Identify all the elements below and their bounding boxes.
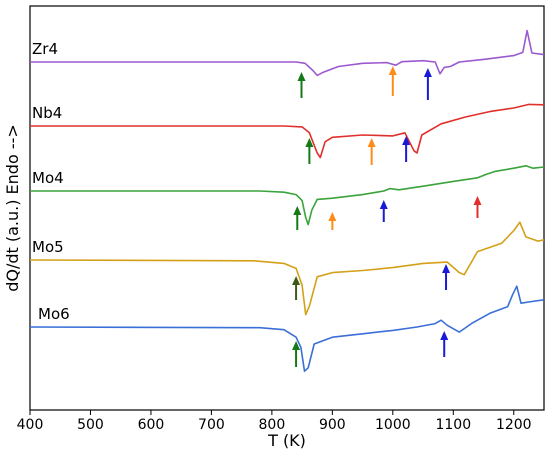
marker-arrow-zr4-1 bbox=[297, 72, 306, 98]
series-label-mo6: Mo6 bbox=[38, 305, 70, 323]
marker-arrow-nb4-1 bbox=[305, 138, 314, 164]
marker-arrow-mo5-1 bbox=[292, 276, 301, 300]
marker-arrow-mo5-2 bbox=[442, 264, 451, 290]
marker-arrow-nb4-2 bbox=[367, 138, 376, 165]
marker-arrow-zr4-3 bbox=[423, 68, 432, 100]
curve-labels-layer: Zr4 Nb4 Mo4 Mo5 Mo6 bbox=[32, 40, 70, 323]
series-label-mo5: Mo5 bbox=[32, 238, 64, 256]
marker-arrow-mo4-1 bbox=[293, 206, 302, 230]
series-label-zr4: Zr4 bbox=[32, 40, 58, 58]
x-axis-ticks: 400 500 600 700 800 900 1000 1100 1200 bbox=[17, 410, 532, 433]
marker-arrow-mo4-2 bbox=[328, 212, 337, 230]
x-tick-label-600: 600 bbox=[138, 417, 165, 433]
x-tick-label-800: 800 bbox=[259, 417, 286, 433]
series-label-nb4: Nb4 bbox=[32, 104, 62, 122]
marker-arrow-mo4-4 bbox=[473, 196, 482, 218]
x-tick-label-1000: 1000 bbox=[375, 417, 411, 433]
marker-arrow-mo4-3 bbox=[379, 200, 388, 222]
x-axis-title: T (K) bbox=[267, 431, 306, 450]
x-tick-label-1100: 1100 bbox=[435, 417, 471, 433]
x-tick-label-1200: 1200 bbox=[496, 417, 532, 433]
series-line-nb4 bbox=[30, 103, 545, 159]
marker-arrow-mo6-1 bbox=[292, 341, 301, 367]
x-tick-label-500: 500 bbox=[77, 417, 104, 433]
series-line-zr4 bbox=[30, 29, 545, 77]
marker-arrow-mo6-2 bbox=[440, 331, 449, 357]
x-tick-label-900: 900 bbox=[319, 417, 346, 433]
series-line-mo4 bbox=[30, 165, 545, 226]
curves-layer bbox=[29, 29, 545, 372]
x-tick-label-400: 400 bbox=[17, 417, 44, 433]
series-line-mo5 bbox=[29, 221, 545, 316]
series-label-mo4: Mo4 bbox=[32, 169, 64, 187]
y-axis-title: dQ/dt (a.u.) Endo --> bbox=[3, 124, 22, 292]
series-line-mo6 bbox=[29, 285, 545, 372]
marker-arrow-zr4-2 bbox=[388, 66, 397, 96]
arrows-layer bbox=[292, 66, 482, 367]
marker-arrow-nb4-3 bbox=[402, 136, 411, 162]
plot-frame bbox=[29, 5, 545, 411]
x-tick-label-700: 700 bbox=[198, 417, 225, 433]
